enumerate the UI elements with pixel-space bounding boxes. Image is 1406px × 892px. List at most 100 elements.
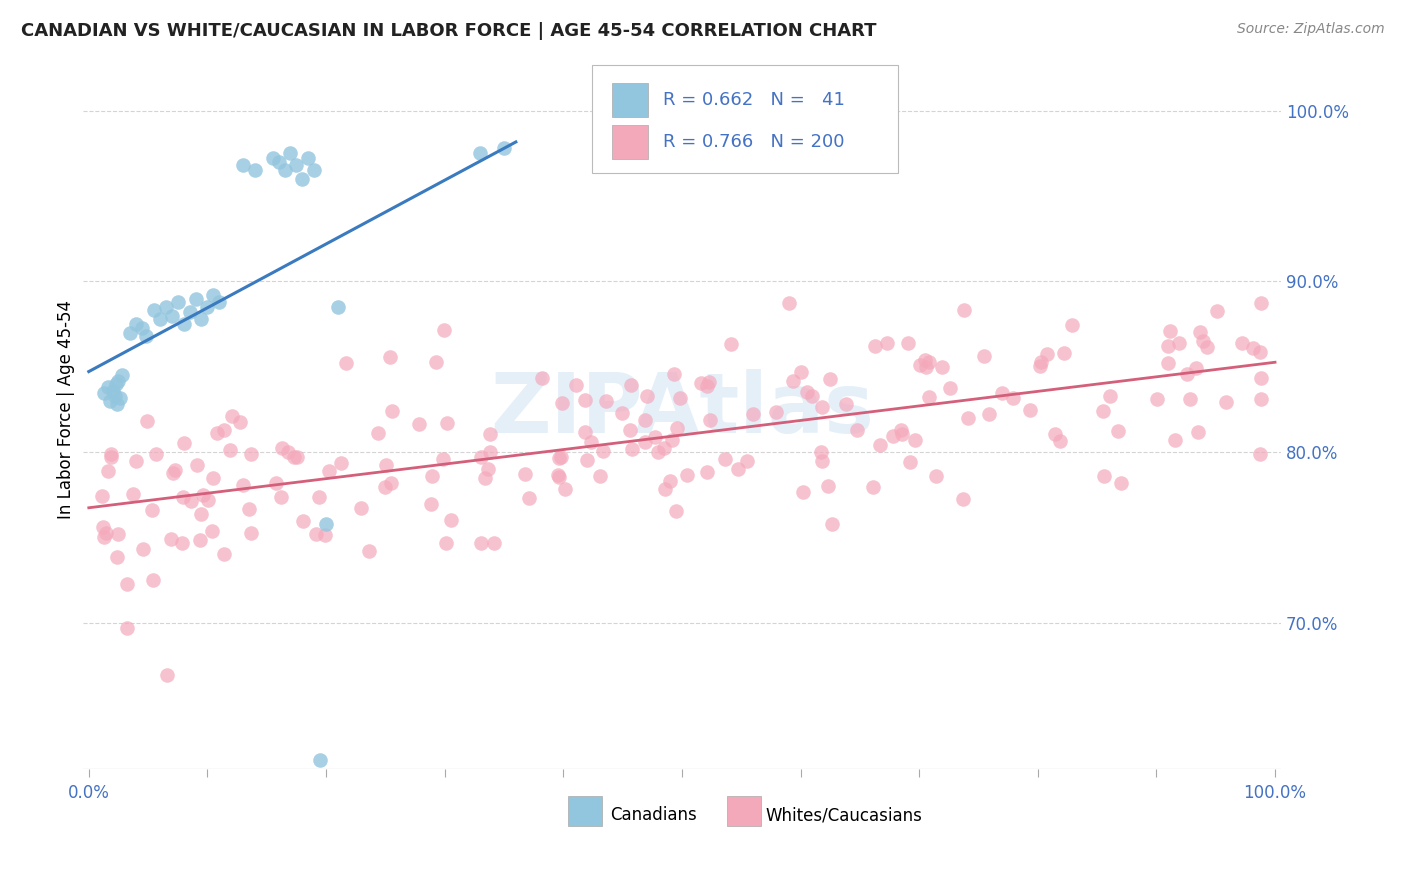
Point xyxy=(636,389,658,403)
Point xyxy=(420,497,443,511)
FancyBboxPatch shape xyxy=(613,125,648,159)
Point xyxy=(380,475,402,490)
Point xyxy=(818,372,841,386)
Point xyxy=(1036,347,1059,361)
Point xyxy=(619,424,641,438)
Point xyxy=(939,381,962,395)
Point xyxy=(778,295,800,310)
Text: ZIPAtlas: ZIPAtlas xyxy=(489,369,875,450)
Point xyxy=(1249,447,1271,461)
Point xyxy=(515,467,537,482)
Point xyxy=(835,397,858,411)
Point xyxy=(810,401,832,415)
Point xyxy=(550,395,572,409)
Point xyxy=(696,378,718,392)
Point xyxy=(125,453,148,467)
Point xyxy=(652,442,675,456)
Point xyxy=(610,406,633,420)
Point xyxy=(470,450,492,465)
Point xyxy=(1206,304,1229,318)
Point xyxy=(478,445,501,459)
Point xyxy=(863,339,886,353)
Point xyxy=(308,491,330,505)
Point xyxy=(97,464,120,478)
FancyBboxPatch shape xyxy=(568,796,602,826)
Point xyxy=(173,435,195,450)
Point xyxy=(240,525,263,540)
Point xyxy=(890,426,912,441)
FancyBboxPatch shape xyxy=(592,65,897,173)
Point xyxy=(273,163,295,178)
Point xyxy=(90,490,112,504)
Point xyxy=(1146,392,1168,406)
Point xyxy=(420,469,443,483)
Point xyxy=(666,421,689,435)
Point xyxy=(990,386,1012,401)
Point xyxy=(434,536,457,550)
Point xyxy=(172,490,194,504)
Point xyxy=(1164,433,1187,447)
Point xyxy=(658,475,681,489)
Point xyxy=(592,443,614,458)
Point xyxy=(115,577,138,591)
Text: R = 0.766   N = 200: R = 0.766 N = 200 xyxy=(662,133,844,151)
Point xyxy=(188,533,211,547)
Point xyxy=(952,492,974,507)
Point xyxy=(957,410,980,425)
Point xyxy=(620,378,643,392)
Point xyxy=(125,317,148,331)
Point xyxy=(378,350,401,364)
Point xyxy=(135,329,157,343)
Point xyxy=(1157,356,1180,370)
Point xyxy=(1098,389,1121,403)
Point xyxy=(305,527,328,541)
Point xyxy=(953,303,976,318)
Point xyxy=(931,359,953,374)
Point xyxy=(1107,424,1129,438)
Point xyxy=(796,385,818,400)
Point xyxy=(122,487,145,501)
Point xyxy=(925,469,948,483)
Point xyxy=(478,426,501,441)
Point xyxy=(93,530,115,544)
Point xyxy=(1001,392,1024,406)
Text: Canadians: Canadians xyxy=(610,806,697,824)
Point xyxy=(664,504,686,518)
Point xyxy=(482,535,505,549)
Point xyxy=(184,292,207,306)
Point xyxy=(197,492,219,507)
Point xyxy=(262,152,284,166)
Point xyxy=(285,158,308,172)
Point xyxy=(270,490,292,504)
Point xyxy=(240,447,263,461)
Point xyxy=(910,359,932,373)
Point xyxy=(374,479,396,493)
Point xyxy=(869,438,891,452)
FancyBboxPatch shape xyxy=(727,796,761,826)
Point xyxy=(589,469,612,483)
Point xyxy=(876,335,898,350)
Point xyxy=(120,326,142,340)
Point xyxy=(470,146,492,161)
Point xyxy=(492,141,515,155)
Point xyxy=(737,454,759,468)
Point xyxy=(1189,325,1212,339)
Point xyxy=(1185,361,1208,376)
Point xyxy=(1230,336,1253,351)
Point xyxy=(790,366,813,380)
Point xyxy=(1250,296,1272,310)
Point xyxy=(264,476,287,491)
Point xyxy=(315,517,337,532)
Point xyxy=(474,471,496,485)
Point xyxy=(1109,475,1132,490)
Point xyxy=(91,519,114,533)
Point xyxy=(477,462,499,476)
Point xyxy=(782,374,804,388)
Point xyxy=(105,376,128,391)
Point xyxy=(238,502,260,516)
Point xyxy=(1249,344,1271,359)
Point xyxy=(792,485,814,500)
Point xyxy=(179,305,201,319)
Point xyxy=(93,385,115,400)
Point xyxy=(1178,392,1201,406)
